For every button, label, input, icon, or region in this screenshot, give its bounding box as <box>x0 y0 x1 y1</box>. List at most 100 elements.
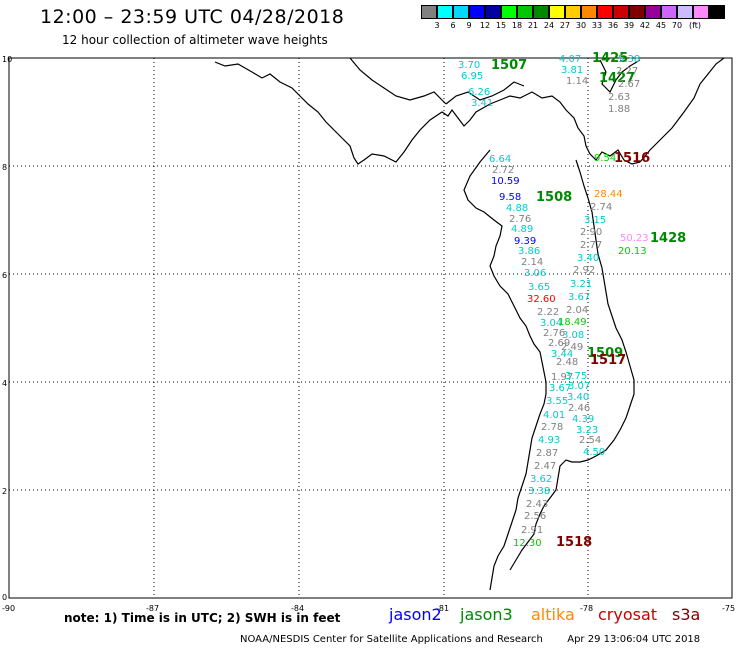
wave-height-value: 3.44 <box>551 349 573 360</box>
wave-height-value: 4.88 <box>506 203 528 214</box>
color-swatch <box>565 5 581 19</box>
x-tick: -78 <box>580 604 593 613</box>
wave-height-value: 9.54 <box>594 153 616 164</box>
wave-height-value: 2.14 <box>521 257 543 268</box>
wave-height-value: 3.55 <box>546 396 568 407</box>
color-swatch <box>501 5 517 19</box>
color-swatch <box>533 5 549 19</box>
wave-height-value: 28.44 <box>594 189 623 200</box>
color-scale-label: 9 <box>466 21 472 30</box>
wave-height-value: 4.39 <box>572 414 594 425</box>
wave-height-value: 4.93 <box>538 435 560 446</box>
color-scale-label: 70 <box>671 21 683 30</box>
color-swatch <box>469 5 485 19</box>
wave-height-value: 2.92 <box>573 265 595 276</box>
wave-height-value: 3.04 <box>540 318 562 329</box>
y-tick: 10 <box>2 55 12 64</box>
wave-height-value: 3.38 <box>528 486 550 497</box>
color-swatch <box>485 5 501 19</box>
color-swatch <box>597 5 613 19</box>
color-scale-label: 18 <box>511 21 523 30</box>
wave-height-value: 2.69 <box>548 338 570 349</box>
wave-height-value: 50.23 <box>620 233 649 244</box>
color-scale-label: 3 <box>434 21 440 30</box>
pass-id-label: 1427 <box>599 71 635 86</box>
color-swatch <box>661 5 677 19</box>
wave-height-value: 12.30 <box>513 538 542 549</box>
wave-height-value: 2.49 <box>561 342 583 353</box>
wave-height-value: 4.07 <box>559 54 581 65</box>
x-tick: -81 <box>436 604 449 613</box>
map-frame <box>8 57 733 599</box>
wave-height-value: 3.86 <box>518 246 540 257</box>
wave-height-value: 6.64 <box>489 154 511 165</box>
wave-height-value: 3.08 <box>562 330 584 341</box>
wave-height-value: 2.48 <box>556 357 578 368</box>
footer-credit: NOAA/NESDIS Center for Satellite Applica… <box>240 634 543 645</box>
color-scale-label: 12 <box>479 21 491 30</box>
wave-height-value: 32.60 <box>527 294 556 305</box>
wave-height-value: 3.23 <box>576 425 598 436</box>
wave-height-value: 4.89 <box>511 224 533 235</box>
wave-height-value: 2.46 <box>568 403 590 414</box>
wave-height-value: 2.04 <box>566 305 588 316</box>
wave-height-value: 3.15 <box>584 215 606 226</box>
pass-id-label: 1516 <box>614 151 650 166</box>
color-scale-label: 15 <box>495 21 507 30</box>
color-scale-label: 33 <box>591 21 603 30</box>
wave-height-value: 2.74 <box>590 202 612 213</box>
wave-height-value: 5.38 <box>618 54 640 65</box>
wave-height-value: 2.90 <box>580 227 602 238</box>
color-swatch <box>645 5 661 19</box>
wave-height-value: 2.22 <box>537 307 559 318</box>
color-swatch <box>629 5 645 19</box>
color-swatch <box>437 5 453 19</box>
coastline <box>214 57 725 591</box>
legend-cryosat: cryosat <box>598 605 658 624</box>
wave-height-value: 10.59 <box>491 176 520 187</box>
wave-height-value: 18.49 <box>558 317 587 328</box>
x-tick: -87 <box>146 604 159 613</box>
x-axis-ticks: -90 -87 -84 -81 -78 -75 <box>2 604 735 613</box>
y-axis-ticks: 10 8 6 4 2 0 <box>2 55 12 602</box>
wave-height-value: 2.76 <box>543 328 565 339</box>
wave-height-value: 2.77 <box>580 240 602 251</box>
y-tick: 2 <box>2 487 7 496</box>
x-tick: -90 <box>2 604 15 613</box>
wave-height-value: 2.87 <box>536 448 558 459</box>
color-scale-label: 21 <box>527 21 539 30</box>
wave-height-value: 1.97 <box>551 372 573 383</box>
wave-height-value: 2.72 <box>492 165 514 176</box>
x-tick: -84 <box>291 604 304 613</box>
wave-height-value: 3.07 <box>568 381 590 392</box>
wave-height-value: 2.76 <box>509 214 531 225</box>
pass-labels: 1507 1425 1427 1516 1508 1428 1509 1517 … <box>491 51 686 550</box>
color-swatch <box>453 5 469 19</box>
color-scale-label: 36 <box>607 21 619 30</box>
wave-height-value: 2.78 <box>541 422 563 433</box>
color-swatch <box>613 5 629 19</box>
pass-id-label: 1507 <box>491 58 527 73</box>
pass-id-label: 1425 <box>592 51 628 66</box>
legend-jason3: jason3 <box>460 605 513 624</box>
wave-height-value: 6.95 <box>461 71 483 82</box>
wave-height-value: 3.40 <box>577 253 599 264</box>
wave-height-value: 4.01 <box>543 410 565 421</box>
wave-height-value: 2.91 <box>521 525 543 536</box>
footer: NOAA/NESDIS Center for Satellite Applica… <box>240 634 700 645</box>
pass-id-label: 1428 <box>650 231 686 246</box>
wave-height-value: 3.41 <box>471 98 493 109</box>
color-swatch <box>517 5 533 19</box>
wave-height-value: 3.40 <box>567 392 589 403</box>
graticule <box>9 58 732 598</box>
wave-height-value: 3.65 <box>528 282 550 293</box>
legend-altika: altika <box>531 605 575 624</box>
color-scale-label: 39 <box>623 21 635 30</box>
footer-timestamp: Apr 29 13:06:04 UTC 2018 <box>567 634 701 645</box>
wave-height-value: 2.56 <box>524 511 546 522</box>
color-swatch <box>693 5 709 19</box>
y-tick: 0 <box>2 593 7 602</box>
y-tick: 8 <box>2 163 7 172</box>
color-swatch <box>677 5 693 19</box>
wave-height-value: 3.21 <box>570 279 592 290</box>
